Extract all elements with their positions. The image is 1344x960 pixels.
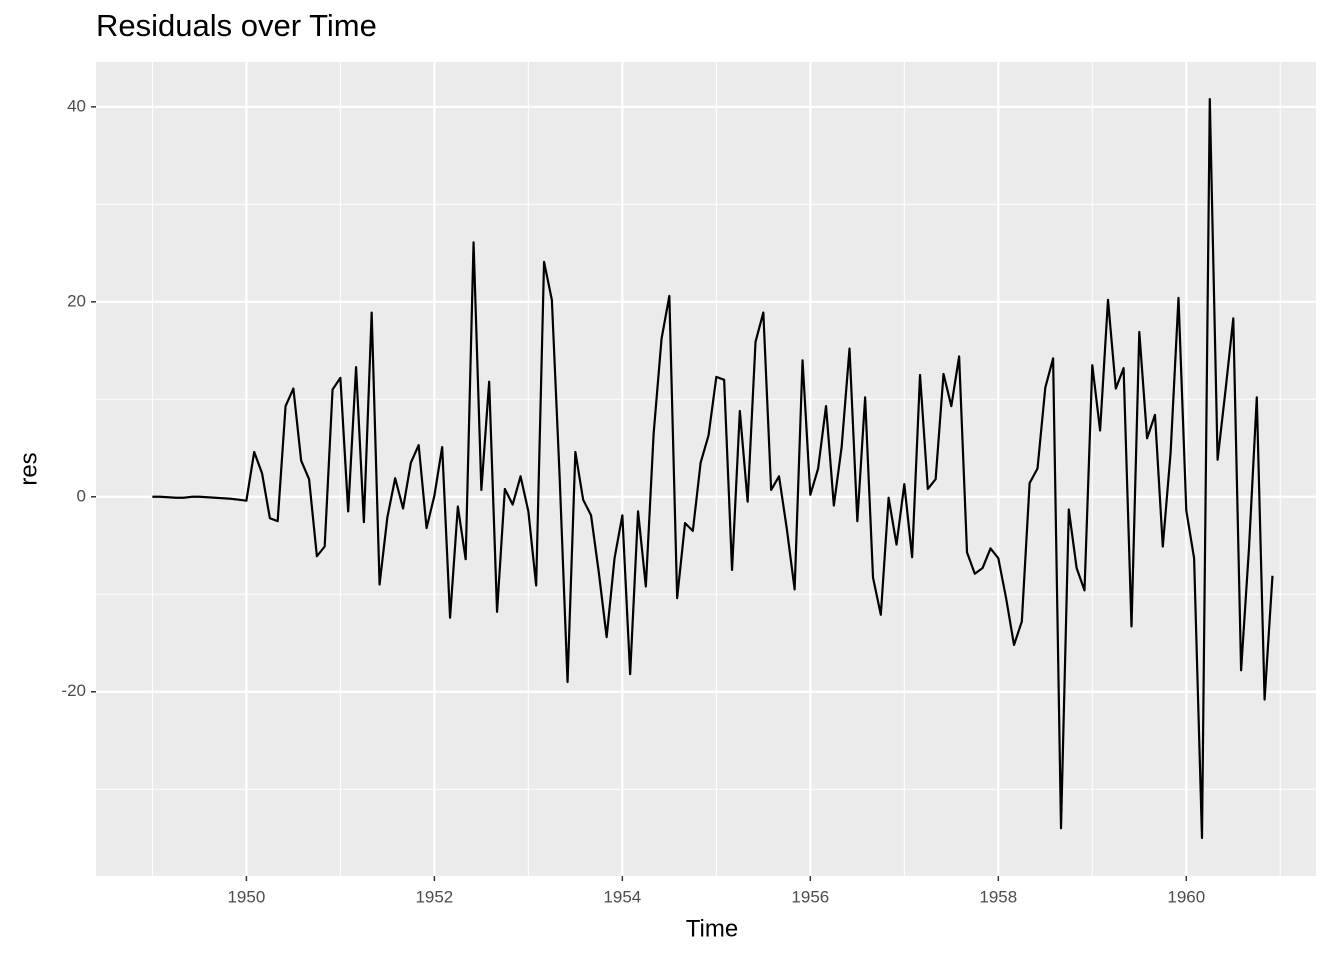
line — [152, 97, 1274, 840]
chart-title: Residuals over Time — [96, 8, 377, 43]
marks — [152, 97, 1274, 840]
y-tick-label: 20 — [67, 291, 86, 310]
grid — [96, 62, 1316, 876]
x-tick-label: 1950 — [227, 887, 265, 906]
x-tick-label: 1956 — [791, 887, 829, 906]
x-tick-label: 1958 — [979, 887, 1017, 906]
x-tick-label: 1960 — [1167, 887, 1205, 906]
x-axis-label: Time — [686, 915, 738, 942]
y-tick-label: 0 — [77, 486, 86, 505]
x-tick-label: 1952 — [415, 887, 453, 906]
y-tick-label: -20 — [61, 681, 86, 700]
y-axis-label: res — [15, 452, 42, 485]
y-tick-label: 40 — [67, 96, 86, 115]
x-tick-label: 1954 — [603, 887, 641, 906]
panel — [96, 62, 1316, 876]
